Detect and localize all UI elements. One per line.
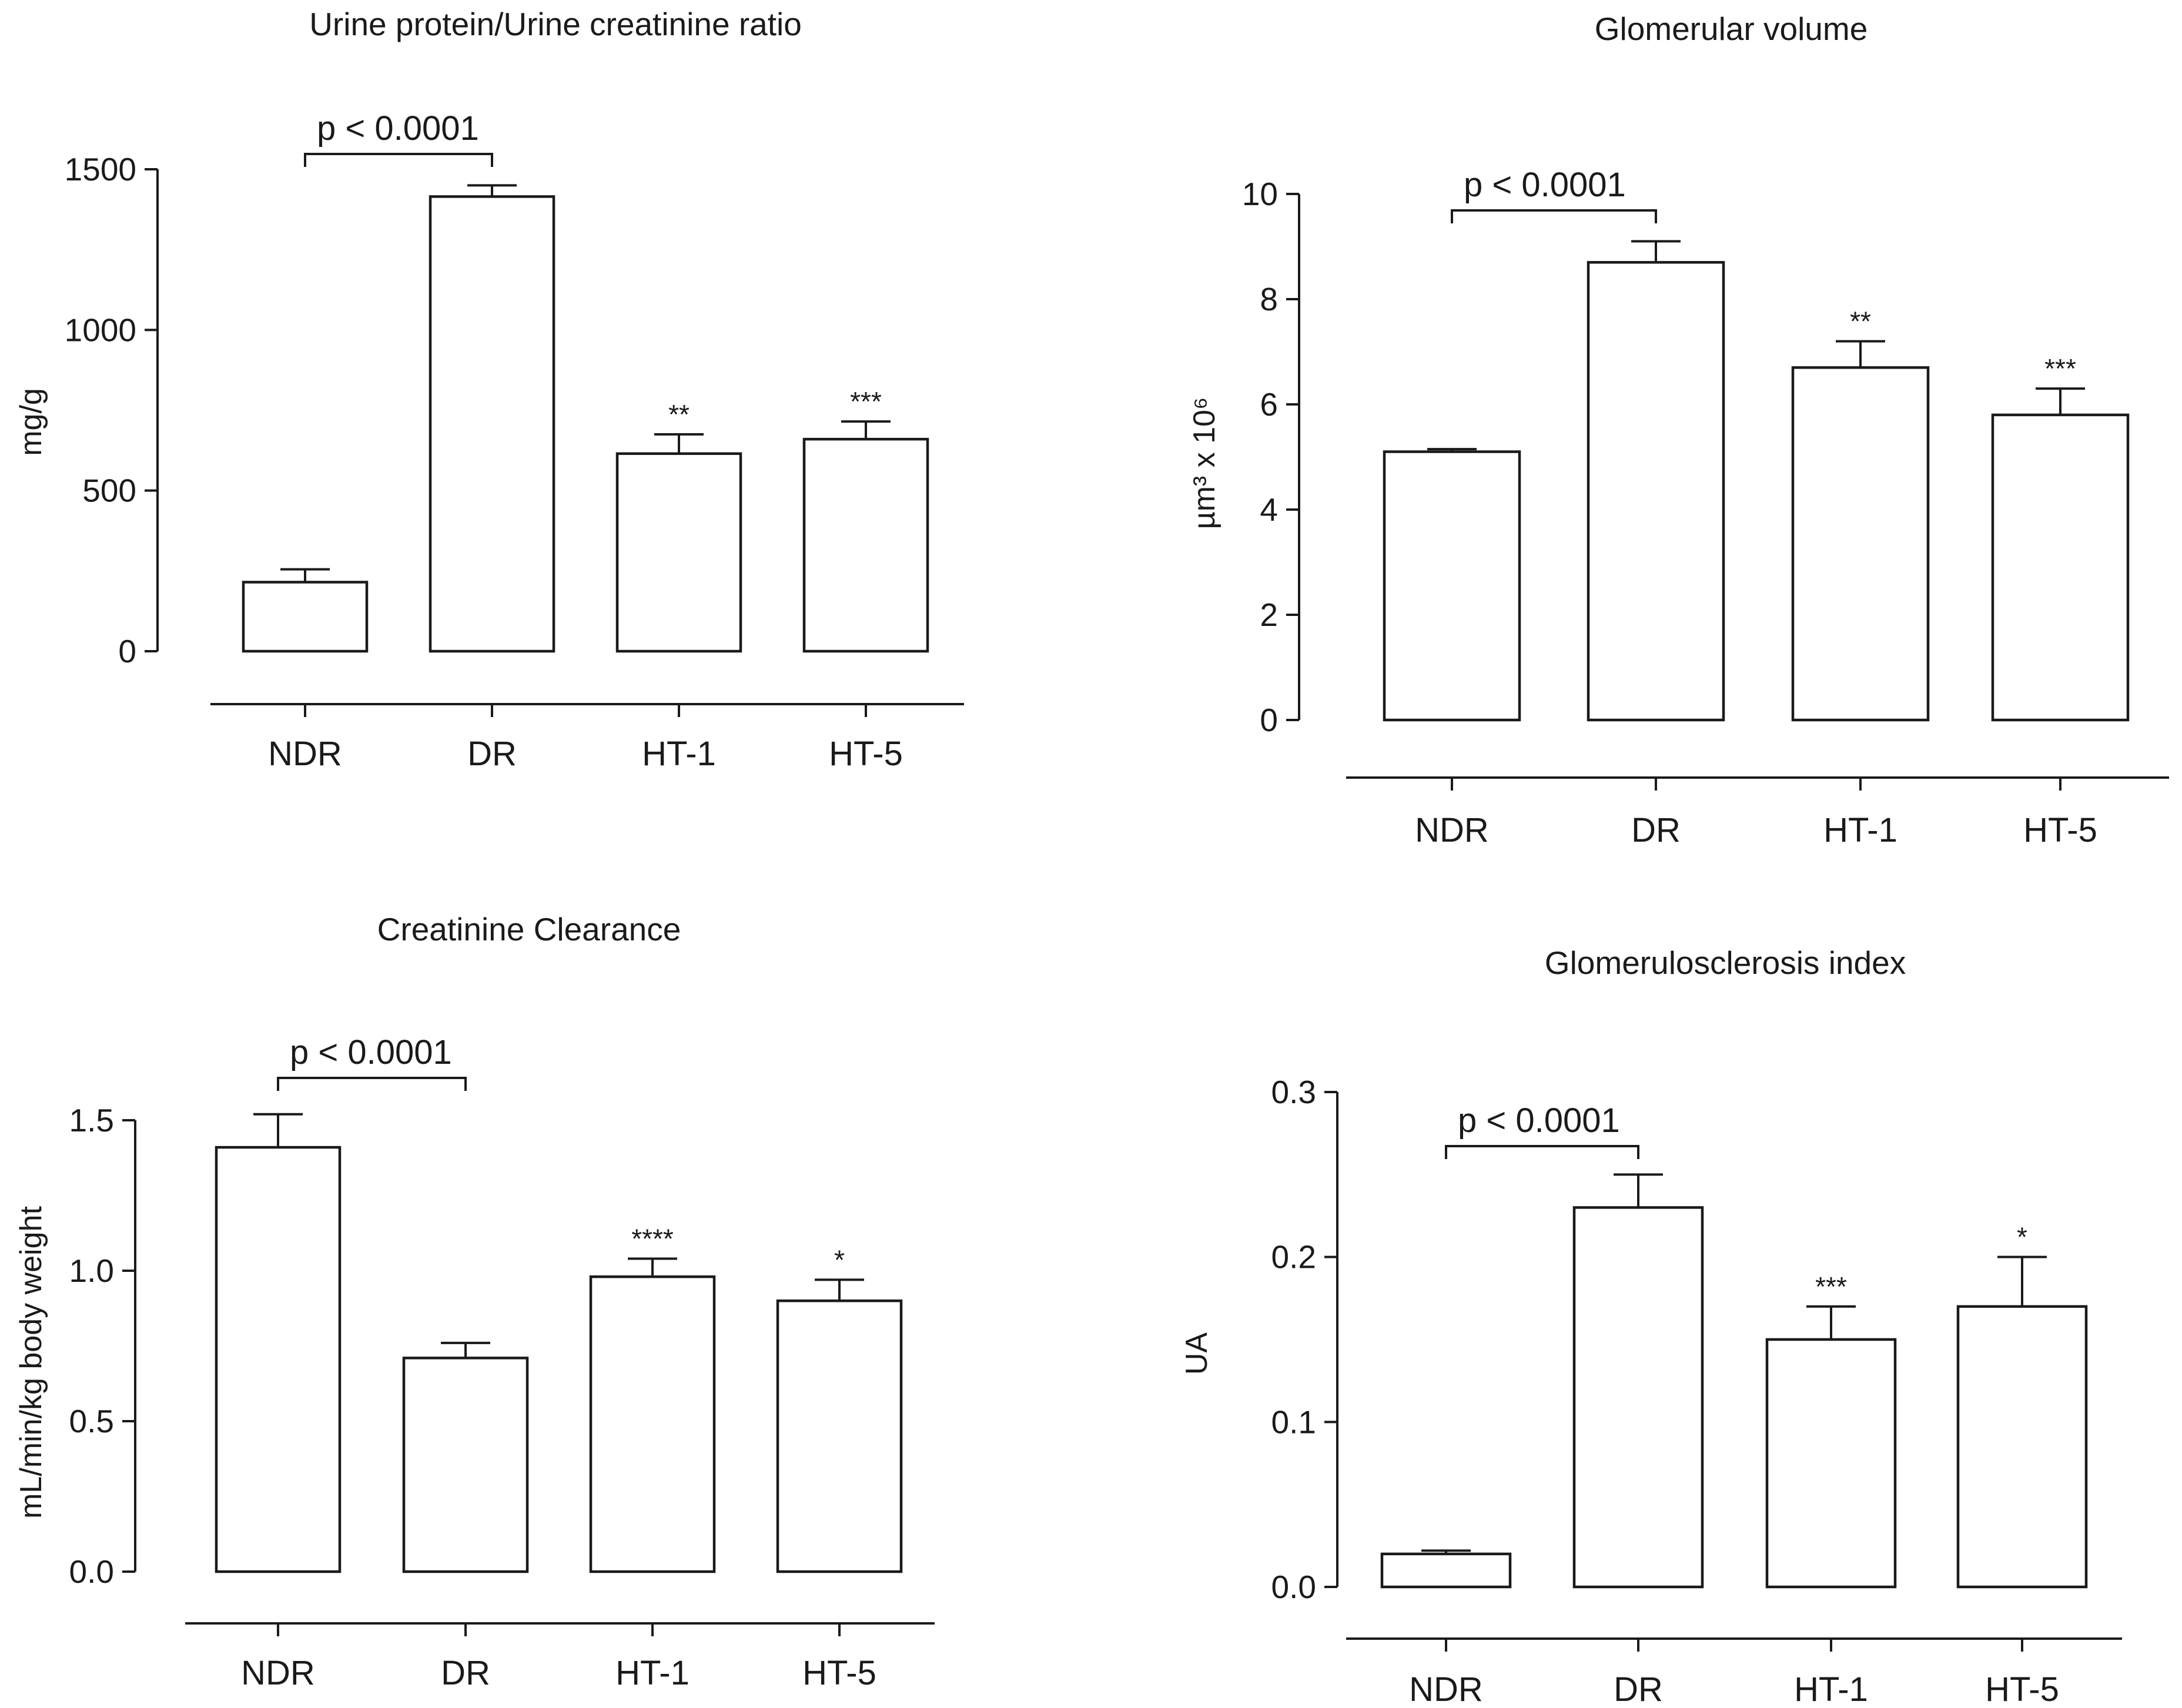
y-tick-label: 10 — [1242, 176, 1278, 212]
category-label: HT-5 — [1985, 1670, 2059, 1708]
bar-dr — [1587, 261, 1725, 722]
y-axis-label: mg/g — [14, 388, 48, 456]
y-tick-label: 0 — [1260, 702, 1278, 738]
bar-ht-1 — [1765, 1338, 1897, 1589]
category-label: DR — [441, 1654, 490, 1692]
y-tick-label: 4 — [1260, 491, 1278, 528]
y-tick-label: 0.1 — [1271, 1404, 1316, 1440]
y-tick-label: 500 — [82, 473, 136, 509]
y-tick-label: 1500 — [65, 151, 136, 187]
significance-marker: ** — [668, 399, 690, 430]
y-tick-label: 0.2 — [1271, 1239, 1316, 1275]
y-tick-label: 0.0 — [69, 1553, 114, 1590]
significance-marker: **** — [631, 1224, 674, 1254]
category-label: HT-1 — [1794, 1670, 1868, 1708]
category-label: HT-5 — [829, 735, 903, 773]
y-tick-label: 6 — [1260, 386, 1278, 423]
bar-ndr — [215, 1146, 342, 1573]
bar-dr — [1572, 1206, 1704, 1589]
y-tick-label: 0.3 — [1271, 1074, 1316, 1110]
chart-panel-3: Creatinine Clearance 0.0 0.5 1.0 1.5 mL/min/k… — [14, 911, 935, 1692]
y-tick-label: 0 — [118, 633, 136, 669]
y-tick-label: 8 — [1260, 281, 1278, 317]
chart-title: Glomerular volume — [1595, 11, 1868, 47]
bar-ht-1 — [589, 1275, 716, 1573]
significance-marker: *** — [850, 386, 882, 417]
chart-title: Creatinine Clearance — [377, 911, 681, 947]
category-label: HT-1 — [642, 735, 716, 773]
chart-title: Urine protein/Urine creatinine ratio — [309, 6, 802, 42]
bar-ht-5 — [802, 437, 929, 653]
y-tick-label: 1000 — [65, 312, 136, 348]
bar-ndr — [242, 581, 369, 653]
chart-panel-4: Glomerulosclerosis index 0.0 0.1 0.2 0.3 UA ND… — [1180, 945, 2122, 1708]
category-label: NDR — [1409, 1670, 1483, 1708]
significance-marker: ** — [1850, 306, 1871, 337]
y-tick-label: 0.5 — [69, 1403, 114, 1439]
bar-ndr — [1380, 1552, 1512, 1589]
significance-marker: * — [834, 1244, 845, 1275]
category-label: NDR — [241, 1654, 315, 1692]
significance-marker: * — [2017, 1222, 2027, 1252]
bar-ht-1 — [1791, 366, 1930, 722]
chart-title: Glomerulosclerosis index — [1545, 945, 1906, 981]
bar-ndr — [1383, 450, 1521, 722]
y-tick-label: 1.5 — [69, 1102, 114, 1138]
chart-panel-2: Glomerular volume 0 2 4 6 8 10 µm³ x 10⁶ NDR DR HT… — [1187, 11, 2169, 849]
category-label: HT-1 — [615, 1654, 690, 1692]
comparison-bracket — [277, 1077, 467, 1091]
y-tick-label: 1.0 — [69, 1252, 114, 1289]
category-label: HT-5 — [802, 1654, 876, 1692]
y-axis-label: UA — [1180, 1332, 1214, 1375]
category-label: DR — [467, 735, 517, 773]
chart-panel-1: Urine protein/Urine creatinine ratio 0 500… — [14, 6, 964, 773]
p-value-label: p < 0.0001 — [1458, 1101, 1620, 1140]
bar-ht-1 — [615, 452, 742, 653]
category-label: HT-1 — [1823, 811, 1897, 849]
y-tick-label: 2 — [1260, 597, 1278, 633]
bar-ht-5 — [776, 1299, 903, 1573]
bar-dr — [429, 195, 555, 653]
y-tick-label: 0.0 — [1271, 1569, 1316, 1605]
y-axis-label: mL/min/kg body weight — [14, 1206, 48, 1519]
category-label: DR — [1631, 811, 1681, 849]
p-value-label: p < 0.0001 — [1464, 166, 1626, 204]
category-label: NDR — [1415, 811, 1489, 849]
significance-marker: *** — [2044, 353, 2076, 384]
p-value-label: p < 0.0001 — [290, 1033, 452, 1071]
category-label: NDR — [268, 735, 342, 773]
comparison-bracket — [1451, 209, 1657, 223]
bar-ht-5 — [1956, 1305, 2088, 1589]
significance-marker: *** — [1815, 1271, 1847, 1302]
category-label: HT-5 — [2023, 811, 2097, 849]
category-label: DR — [1614, 1670, 1663, 1708]
comparison-bracket — [304, 153, 493, 167]
bar-ht-5 — [1991, 413, 2130, 722]
p-value-label: p < 0.0001 — [317, 109, 479, 148]
y-axis-label: µm³ x 10⁶ — [1187, 397, 1221, 530]
comparison-bracket — [1445, 1145, 1639, 1159]
bar-dr — [402, 1357, 529, 1573]
